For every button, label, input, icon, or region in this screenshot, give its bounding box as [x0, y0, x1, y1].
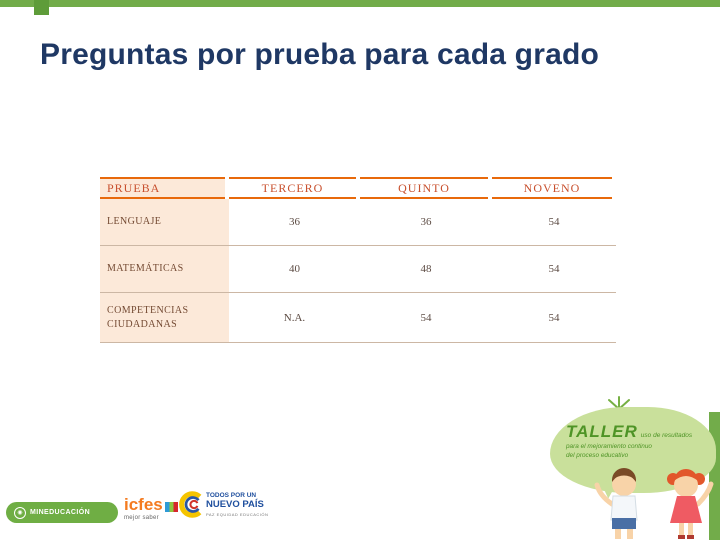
right-accent-bar	[709, 412, 720, 540]
table-header-prueba: PRUEBA	[100, 177, 225, 199]
taller-title: TALLER	[566, 422, 638, 441]
slide-title: Preguntas por prueba para cada grado	[40, 38, 600, 71]
table-cell: 48	[360, 246, 492, 293]
table-row-label: MATEMÁTICAS	[100, 246, 229, 293]
table-header-tercero: TERCERO	[229, 177, 356, 199]
mineducacion-logo: ◉ MINEDUCACIÓN	[6, 502, 118, 523]
questions-per-test-table: PRUEBA TERCERO QUINTO NOVENO LENGUAJE 36…	[100, 177, 616, 343]
nuevo-pais-logo: TODOS POR UN NUEVO PAÍS PAZ EQUIDAD EDUC…	[176, 491, 268, 518]
icfes-tagline: mejor saber	[124, 515, 159, 521]
nuevo-pais-line2: NUEVO PAÍS	[206, 498, 264, 510]
taller-line1: uso de resultados	[640, 432, 693, 439]
taller-line2: para el mejoramiento continuo	[566, 443, 652, 450]
taller-line3: del proceso educativo	[566, 452, 629, 460]
table-cell: 54	[360, 293, 492, 343]
top-accent-square	[34, 0, 49, 15]
table-cell: 54	[492, 199, 616, 246]
mineducacion-label: MINEDUCACIÓN	[30, 509, 91, 516]
table-cell: 54	[492, 293, 616, 343]
boy-figure	[594, 468, 638, 539]
table-cell: 36	[229, 199, 360, 246]
girl-figure	[667, 469, 714, 539]
nuevo-pais-swoosh-icon	[179, 491, 202, 518]
table-header-noveno: NOVENO	[492, 177, 612, 199]
icfes-flag-icon	[164, 502, 178, 512]
table-cell: 54	[492, 246, 616, 293]
mineducacion-emblem-icon: ◉	[14, 506, 26, 519]
icfes-wordmark: icfes	[124, 495, 163, 514]
table-cell: 40	[229, 246, 360, 293]
nuevo-pais-tagline: PAZ EQUIDAD EDUCACIÓN	[206, 511, 269, 517]
top-accent-bar	[0, 0, 720, 7]
nuevo-pais-line1: TODOS POR UN	[206, 492, 257, 500]
table-row-label: COMPETENCIAS CIUDADANAS	[100, 293, 229, 343]
table-header-quinto: QUINTO	[360, 177, 488, 199]
table-row-label: LENGUAJE	[100, 199, 229, 246]
children-illustration	[594, 468, 714, 539]
table-cell: N.A.	[229, 293, 360, 343]
table-cell: 36	[360, 199, 492, 246]
icfes-logo: icfes mejor saber	[124, 496, 178, 521]
